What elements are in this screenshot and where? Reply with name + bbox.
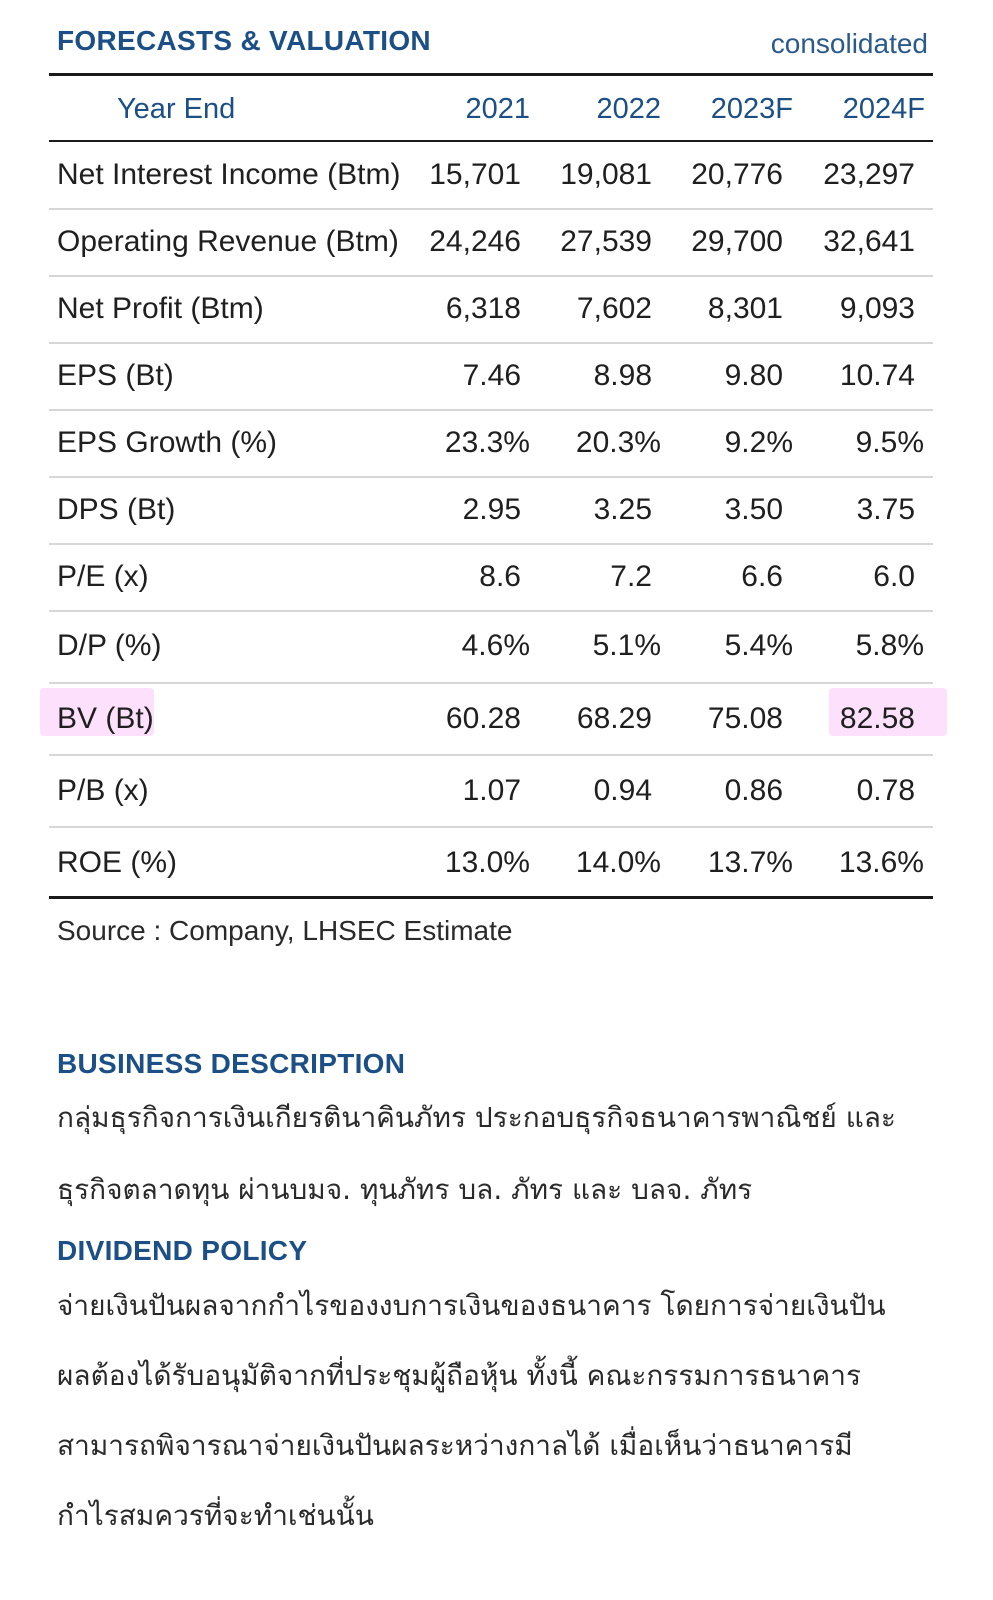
row-label: P/E (x): [57, 560, 149, 593]
row-value: 3.50: [724, 493, 783, 526]
dividend-policy-text: จ่ายเงินปันผลจากกำไรของงบการเงินของธนาคา…: [57, 1283, 937, 1563]
row-value: 0.78: [856, 774, 915, 807]
source-note: Source : Company, LHSEC Estimate: [57, 915, 513, 946]
row-value: 68.29: [576, 702, 652, 735]
table-row: P/E (x) 8.6 7.2 6.6 6.0: [49, 560, 933, 612]
row-label: ROE (%): [57, 846, 177, 879]
row-label: Net Profit (Btm): [57, 292, 264, 325]
basis-label: consolidated: [770, 28, 928, 59]
highlight-mark: [829, 688, 947, 736]
row-value: 23.3%: [444, 426, 530, 459]
row-label: EPS (Bt): [57, 359, 174, 392]
row-value: 9.2%: [724, 426, 793, 459]
row-label: Net Interest Income (Btm): [57, 158, 401, 191]
row-value: 7.2: [610, 560, 652, 593]
table-row: Net Profit (Btm) 6,318 7,602 8,301 9,093: [49, 292, 933, 344]
row-value: 5.1%: [592, 629, 661, 662]
table-bottom-rule: [49, 896, 933, 899]
row-value: 29,700: [691, 225, 783, 258]
dividend-line: ผลต้องได้รับอนุมัติจากที่ประชุมผู้ถือหุ้…: [57, 1359, 862, 1392]
row-value: 1.07: [462, 774, 521, 807]
table-row: ROE (%) 13.0% 14.0% 13.7% 13.6%: [49, 846, 933, 896]
table-top-rule: [49, 73, 933, 76]
row-value: 4.6%: [461, 629, 530, 662]
row-label: P/B (x): [57, 774, 149, 807]
table-row: P/B (x) 1.07 0.94 0.86 0.78: [49, 774, 933, 828]
row-value: 9,093: [839, 292, 915, 325]
table-row: D/P (%) 4.6% 5.1% 5.4% 5.8%: [49, 629, 933, 684]
business-line: กลุ่มธุรกิจการเงินเกียรตินาคินภัทร ประกอ…: [57, 1101, 896, 1134]
business-description-text: กลุ่มธุรกิจการเงินเกียรตินาคินภัทร ประกอ…: [57, 1095, 937, 1239]
dividend-line: กำไรสมควรที่จะทำเช่นนั้น: [57, 1499, 374, 1532]
header-year: 2022: [596, 93, 661, 125]
row-value: 8.6: [479, 560, 521, 593]
row-value: 13.6%: [838, 846, 924, 879]
row-value: 32,641: [823, 225, 915, 258]
header-year-end: Year End: [117, 93, 236, 125]
row-label: DPS (Bt): [57, 493, 176, 526]
row-value: 24,246: [429, 225, 521, 258]
dividend-line: สามารถพิจารณาจ่ายเงินปันผลระหว่างกาลได้ …: [57, 1429, 853, 1462]
row-value: 20.3%: [575, 426, 661, 459]
row-value: 82.58: [839, 702, 915, 735]
row-value: 13.7%: [707, 846, 793, 879]
highlight-mark: [40, 688, 154, 736]
row-value: 9.5%: [855, 426, 924, 459]
dividend-policy-title: DIVIDEND POLICY: [57, 1235, 308, 1266]
row-value: 19,081: [560, 158, 652, 191]
row-value: 75.08: [707, 702, 783, 735]
row-value: 2.95: [462, 493, 521, 526]
row-value: 9.80: [724, 359, 783, 392]
row-value: 3.25: [593, 493, 652, 526]
row-value: 8.98: [593, 359, 652, 392]
header-year: 2023F: [710, 93, 793, 125]
row-value: 6.6: [741, 560, 783, 593]
row-value: 0.94: [593, 774, 652, 807]
business-line: ธุรกิจตลาดทุน ผ่านบมจ. ทุนภัทร บล. ภัทร …: [57, 1173, 753, 1206]
row-label: Operating Revenue (Btm): [57, 225, 399, 258]
header-year: 2024F: [842, 93, 925, 125]
table-row: DPS (Bt) 2.95 3.25 3.50 3.75: [49, 493, 933, 545]
table-row: EPS (Bt) 7.46 8.98 9.80 10.74: [49, 359, 933, 411]
table-row: Operating Revenue (Btm) 24,246 27,539 29…: [49, 225, 933, 277]
header-year: 2021: [465, 93, 530, 125]
row-value: 23,297: [823, 158, 915, 191]
row-value: 8,301: [707, 292, 783, 325]
table-row: BV (Bt) 60.28 68.29 75.08 82.58: [49, 702, 933, 756]
table-header-row: Year End 2021 2022 2023F 2024F: [49, 93, 933, 133]
dividend-line: จ่ายเงินปันผลจากกำไรของงบการเงินของธนาคา…: [57, 1289, 886, 1322]
table-header-rule: [49, 140, 933, 142]
row-value: 3.75: [856, 493, 915, 526]
row-value: 7,602: [576, 292, 652, 325]
row-label: D/P (%): [57, 629, 162, 662]
table-row: Net Interest Income (Btm) 15,701 19,081 …: [49, 158, 933, 210]
row-value: 0.86: [724, 774, 783, 807]
row-value: 5.8%: [855, 629, 924, 662]
row-value: 60.28: [445, 702, 521, 735]
row-value: 10.74: [839, 359, 915, 392]
row-value: 5.4%: [724, 629, 793, 662]
row-value: 14.0%: [575, 846, 661, 879]
business-description-title: BUSINESS DESCRIPTION: [57, 1048, 406, 1079]
forecasts-title: FORECASTS & VALUATION: [57, 25, 431, 56]
row-value: 6,318: [445, 292, 521, 325]
row-value: 6.0: [873, 560, 915, 593]
row-value: 7.46: [462, 359, 521, 392]
table-row: EPS Growth (%) 23.3% 20.3% 9.2% 9.5%: [49, 426, 933, 478]
row-label: EPS Growth (%): [57, 426, 278, 459]
row-value: 15,701: [429, 158, 521, 191]
row-value: 20,776: [691, 158, 783, 191]
row-value: 27,539: [560, 225, 652, 258]
row-value: 13.0%: [444, 846, 530, 879]
row-label: BV (Bt): [57, 702, 154, 735]
